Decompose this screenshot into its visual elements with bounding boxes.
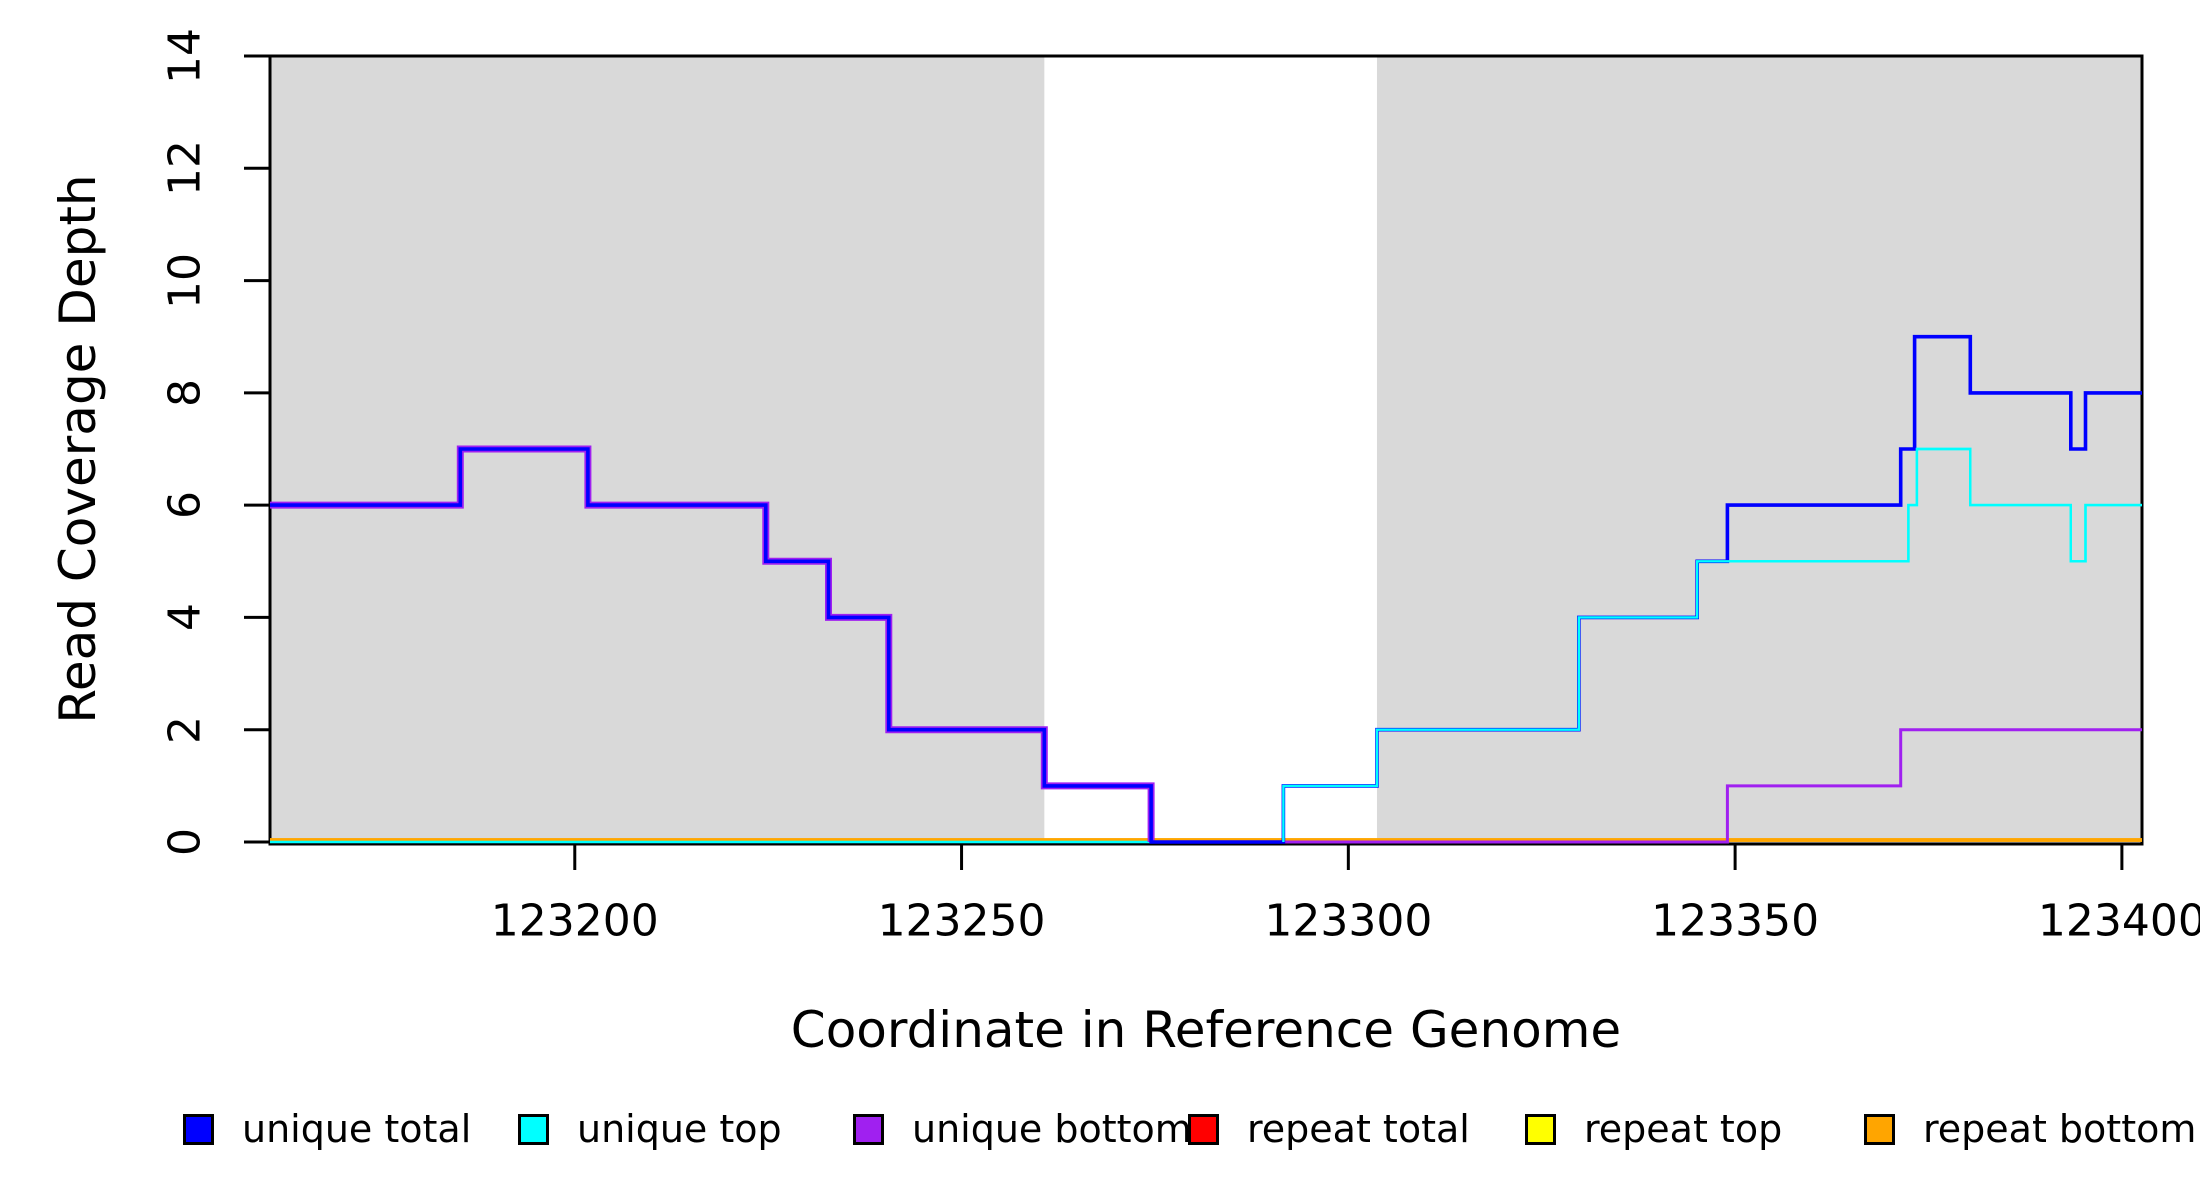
series-line [1282, 447, 2142, 842]
x-tick-label: 123300 [1264, 895, 1433, 947]
legend-label: unique top [577, 1107, 782, 1151]
unique-total-swatch-icon [183, 1113, 214, 1145]
legend-label: repeat top [1584, 1107, 1783, 1151]
repeat-bottom-swatch-icon [1864, 1113, 1895, 1145]
legend-label: unique total [242, 1107, 472, 1151]
legend-label: repeat bottom [1923, 1107, 2197, 1151]
y-tick-label: 0 [159, 828, 211, 856]
legend-item-repeat-bottom: repeat bottom [1864, 1106, 2196, 1152]
y-tick-label: 6 [159, 491, 211, 520]
x-tick-label: 123250 [877, 895, 1046, 947]
y-tick-label: 4 [159, 603, 211, 632]
legend-item-repeat-top: repeat top [1525, 1106, 1782, 1152]
y-tick-label: 10 [159, 252, 211, 309]
unique-bottom-swatch-icon [853, 1113, 884, 1145]
legend-label: repeat total [1247, 1107, 1470, 1151]
repeat-total-swatch-icon [1188, 1113, 1219, 1145]
legend-item-unique-top: unique top [518, 1106, 782, 1152]
unique-top-swatch-icon [518, 1113, 549, 1145]
plot-box [268, 54, 2144, 846]
legend-item-repeat-total: repeat total [1188, 1106, 1470, 1152]
x-axis-title: Coordinate in Reference Genome [790, 1001, 1622, 1059]
repeat-top-swatch-icon [1525, 1113, 1556, 1145]
legend-item-unique-total: unique total [183, 1106, 471, 1152]
x-tick-label: 123350 [1651, 895, 1820, 947]
shaded-region [270, 57, 1045, 843]
legend-label: unique bottom [912, 1107, 1192, 1151]
y-tick-label: 14 [159, 28, 211, 84]
x-tick-label: 123400 [2037, 895, 2200, 947]
shaded-region [1376, 57, 2142, 843]
legend-item-unique-bottom: unique bottom [853, 1106, 1192, 1152]
y-tick-label: 12 [159, 140, 211, 197]
y-axis-title: Read Coverage Depth [49, 174, 107, 724]
x-tick-label: 123200 [490, 895, 659, 947]
y-tick-label: 8 [159, 378, 211, 407]
y-tick-label: 2 [159, 715, 211, 744]
